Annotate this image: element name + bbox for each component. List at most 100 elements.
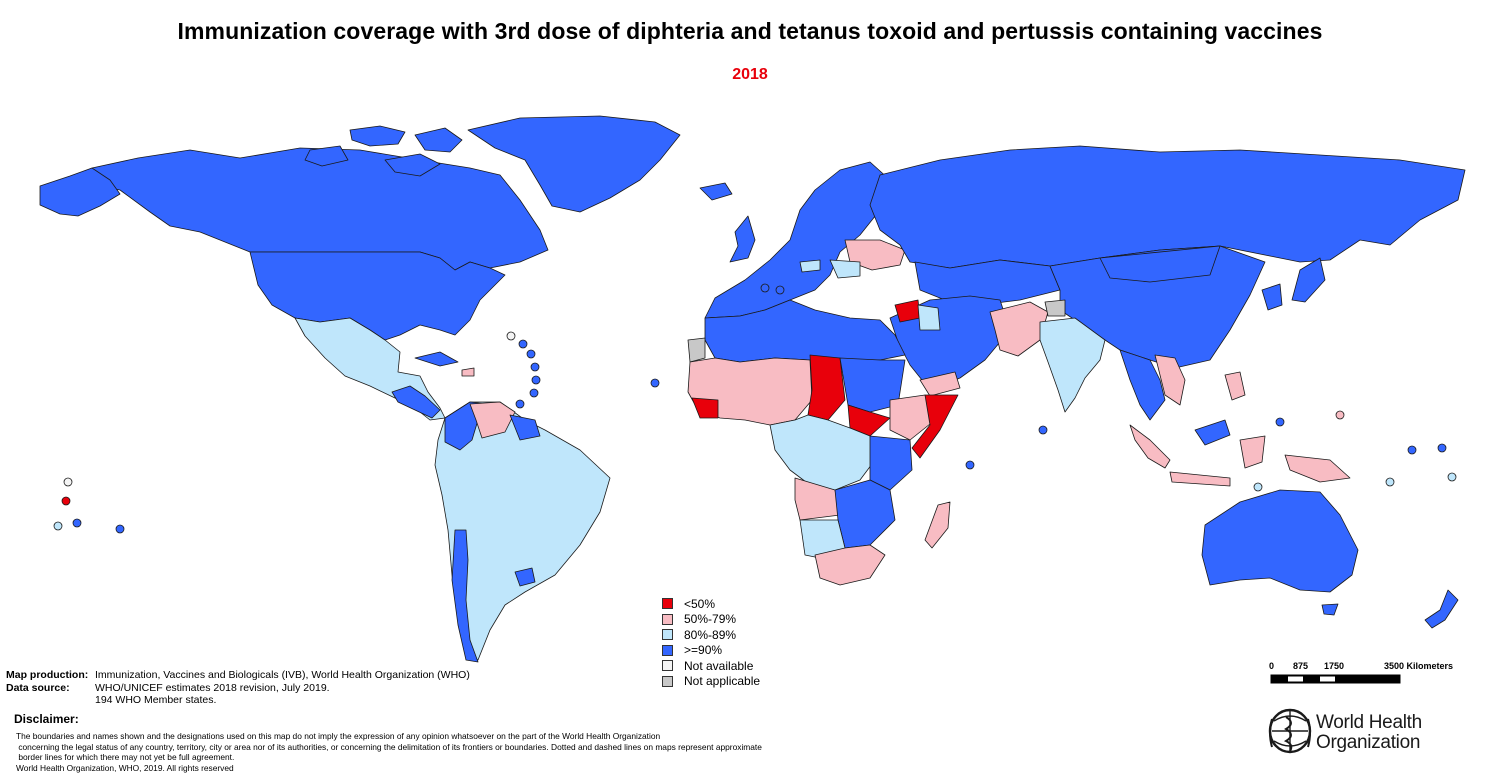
region-iceland xyxy=(699,182,733,201)
legend: <50% 50%-79% 80%-89% >=90% Not available… xyxy=(662,596,760,689)
legend-label: Not applicable xyxy=(684,674,761,689)
region-chile xyxy=(451,529,479,663)
disclaimer-heading: Disclaimer: xyxy=(14,712,79,726)
scale-bar xyxy=(1270,674,1401,684)
legend-item-80-89: 80%-89% xyxy=(662,627,760,643)
region-southern-africa xyxy=(834,479,896,549)
legend-label: >=90% xyxy=(684,643,723,658)
island-marker xyxy=(115,524,125,534)
legend-item-50-79: 50%-79% xyxy=(662,612,760,628)
scale-tick-3500: 3500 Kilometers xyxy=(1384,661,1454,671)
disclaimer-line: The boundaries and names shown and the d… xyxy=(16,731,661,741)
island-marker xyxy=(650,378,660,388)
map-title: Immunization coverage with 3rd dose of d… xyxy=(177,18,1323,44)
legend-item-not-available: Not available xyxy=(662,658,760,674)
region-ethiopia xyxy=(889,394,936,441)
disclaimer-line: border lines for which there may not yet… xyxy=(16,752,235,762)
scale-bar-labels: 0 875 1750 3500 Kilometers xyxy=(1266,661,1486,673)
region-alaska xyxy=(39,167,121,217)
who-wordmark-line2: Organization xyxy=(1316,732,1421,753)
legend-item-not-applicable: Not applicable xyxy=(662,674,760,690)
island-marker xyxy=(526,349,536,359)
disclaimer-text: The boundaries and names shown and the d… xyxy=(16,731,806,773)
region-austria xyxy=(799,259,821,273)
map-production-label: Map production: xyxy=(6,669,89,681)
who-logo: World Health Organization xyxy=(1266,703,1496,763)
island-marker xyxy=(531,375,541,385)
island-marker xyxy=(529,388,539,398)
region-south-africa xyxy=(814,544,886,586)
scale-tick-1750: 1750 xyxy=(1324,661,1345,671)
member-states-value: 194 WHO Member states. xyxy=(95,694,217,706)
map-metadata: Map production: Immunization, Vaccines a… xyxy=(6,669,470,707)
region-thailand-vietnam xyxy=(1154,354,1186,406)
region-uk-ireland xyxy=(729,215,756,263)
region-guinea xyxy=(691,397,719,419)
region-chad xyxy=(807,354,846,421)
scale-tick-875: 875 xyxy=(1293,661,1309,671)
region-philippines xyxy=(1224,371,1246,401)
region-indonesia xyxy=(1129,424,1266,487)
region-cuba xyxy=(414,351,459,367)
island-marker xyxy=(965,460,975,470)
region-somalia xyxy=(911,394,959,459)
region-malaysia xyxy=(1194,419,1231,446)
region-afghanistan-pakistan xyxy=(989,301,1049,357)
region-mongolia xyxy=(1099,245,1221,283)
region-tasmania xyxy=(1321,603,1339,616)
map-year: 2018 xyxy=(732,66,768,83)
region-usa xyxy=(249,251,506,341)
legend-item-ge90: >=90% xyxy=(662,643,760,659)
region-east-africa xyxy=(869,435,913,491)
region-kazakhstan xyxy=(914,259,1061,306)
island-marker xyxy=(1385,477,1395,487)
scale-tick-0: 0 xyxy=(1269,661,1275,671)
island-marker xyxy=(63,477,73,487)
region-uruguay xyxy=(514,567,536,587)
region-japan xyxy=(1291,257,1326,303)
region-romania xyxy=(829,259,861,279)
island-marker xyxy=(530,362,540,372)
data-source-label: Data source: xyxy=(6,681,70,694)
region-south-sudan xyxy=(847,404,891,437)
region-guianas xyxy=(509,414,541,441)
island-marker xyxy=(1335,410,1345,420)
region-western-sahara xyxy=(687,337,706,363)
map-production-row: Map production: Immunization, Vaccines a… xyxy=(6,669,470,682)
region-canada xyxy=(91,147,549,271)
region-syria xyxy=(894,299,921,323)
legend-swatch xyxy=(662,644,673,656)
region-india xyxy=(1039,317,1106,413)
region-venezuela xyxy=(469,401,516,439)
island-marker xyxy=(1275,417,1285,427)
legend-item-lt50: <50% xyxy=(662,596,760,612)
region-china xyxy=(1049,245,1266,369)
region-png xyxy=(1284,454,1351,483)
island-marker xyxy=(1253,482,1263,492)
island-marker xyxy=(1038,425,1048,435)
data-source-value: WHO/UNICEF estimates 2018 revision, July… xyxy=(95,681,330,694)
region-korea xyxy=(1261,283,1283,311)
legend-swatch xyxy=(662,613,673,625)
legend-swatch xyxy=(662,598,673,610)
legend-label: Not available xyxy=(684,658,754,673)
region-iraq xyxy=(917,304,941,331)
island-marker xyxy=(1447,472,1457,482)
region-greenland xyxy=(467,115,681,213)
region-yemen xyxy=(919,371,961,397)
disclaimer-line: World Health Organization, WHO, 2019. Al… xyxy=(16,762,234,773)
island-marker xyxy=(53,521,63,531)
legend-swatch xyxy=(662,675,673,687)
legend-label: <50% xyxy=(684,596,716,611)
data-source-row: Data source: WHO/UNICEF estimates 2018 r… xyxy=(6,682,470,695)
island-marker xyxy=(1437,443,1447,453)
island-marker xyxy=(760,283,770,293)
region-myanmar-laos xyxy=(1119,349,1166,421)
region-kashmir xyxy=(1044,299,1066,317)
who-wordmark: World Health Organization xyxy=(1316,713,1422,753)
region-angola xyxy=(794,477,841,521)
island-marker xyxy=(72,518,82,528)
who-wordmark-line1: World Health xyxy=(1316,712,1422,733)
island-marker xyxy=(506,331,516,341)
legend-label: 80%-89% xyxy=(684,627,737,642)
